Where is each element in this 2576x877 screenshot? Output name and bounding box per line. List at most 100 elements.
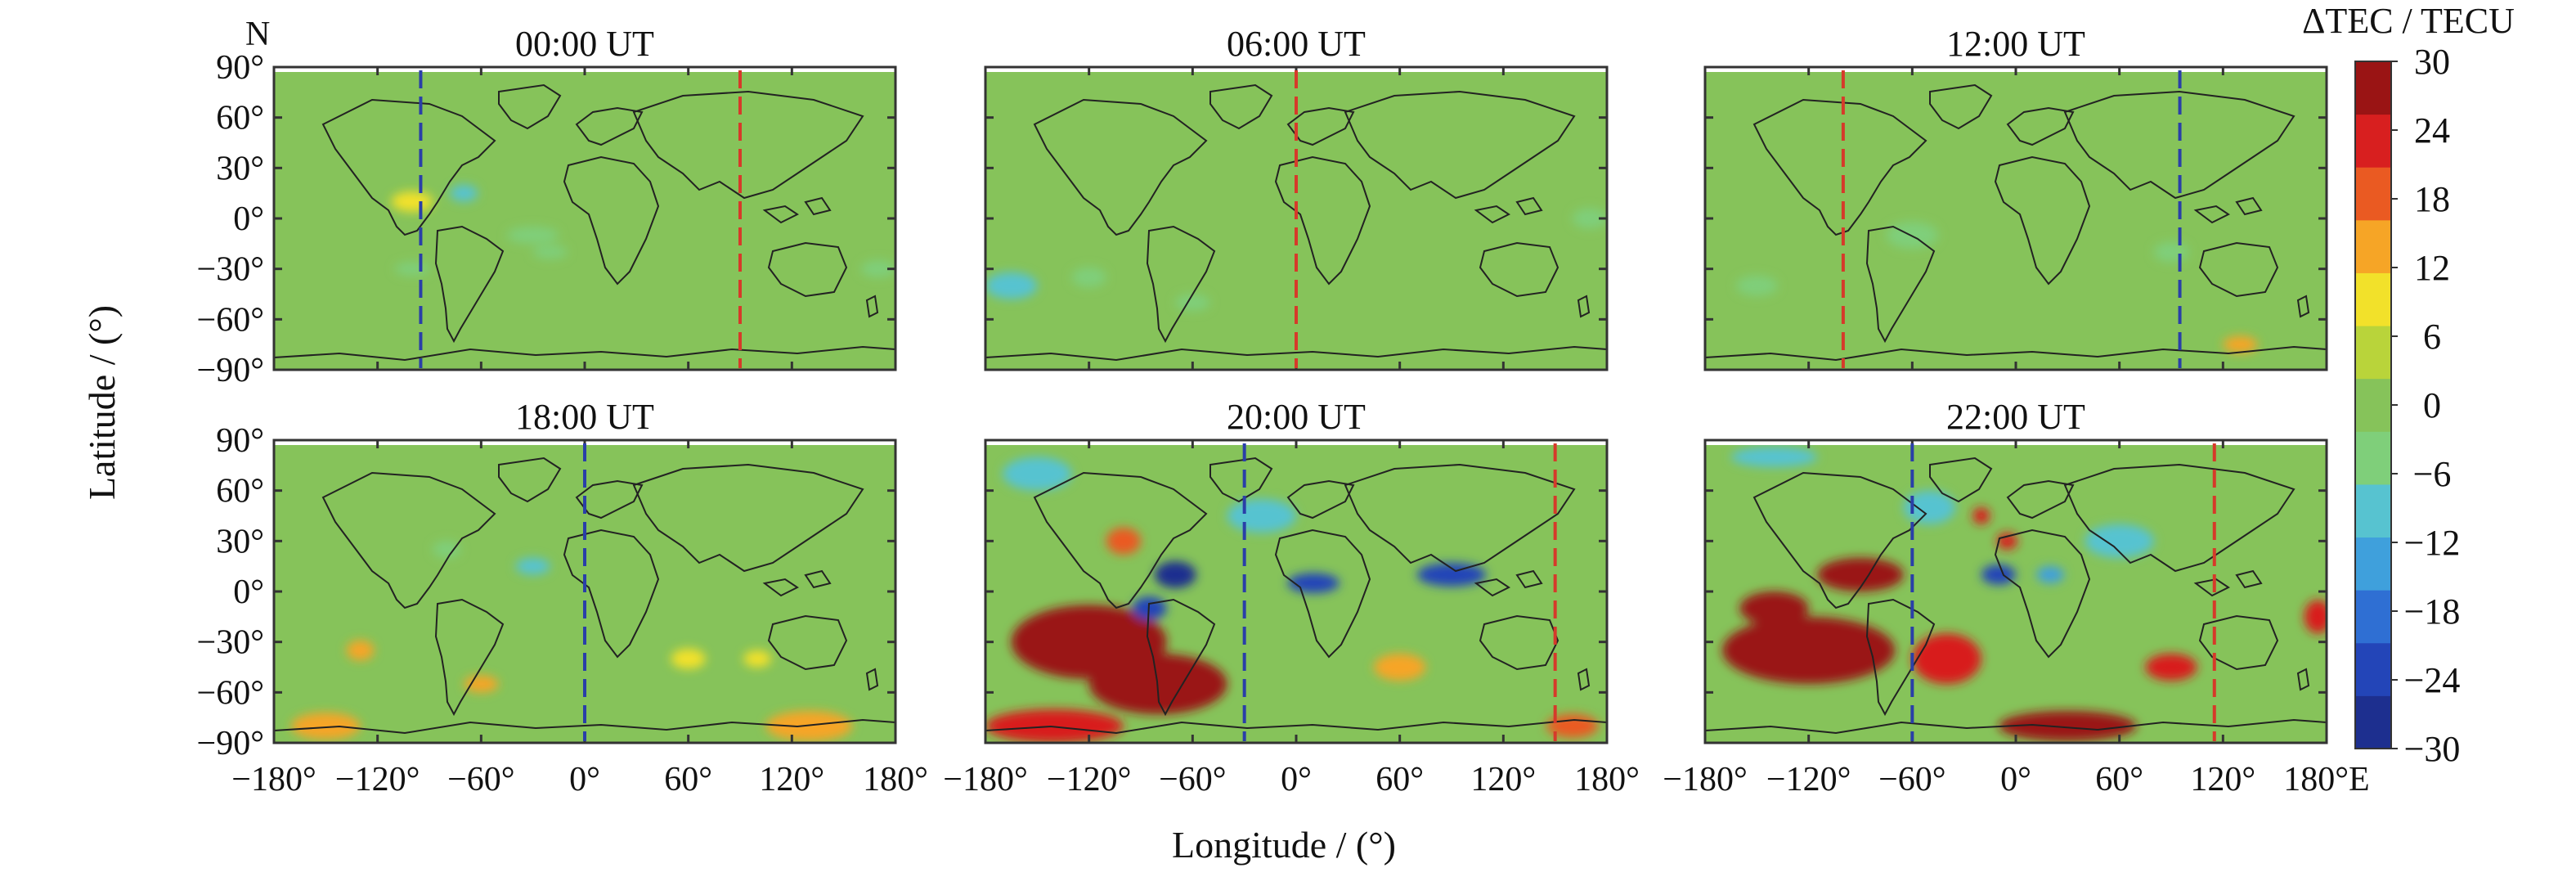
tec-anomaly — [1175, 294, 1210, 312]
colorbar-swatch — [2355, 642, 2391, 696]
tec-anomaly — [346, 640, 375, 661]
colorbar-tick-labels: 30 24 18 12 6 0 −6 −12 −18 −24 −30 — [2391, 42, 2460, 769]
x-tick-label: −120° — [1766, 761, 1851, 798]
tec-anomaly — [1998, 710, 2137, 741]
colorbar-swatch — [2355, 114, 2391, 168]
tec-anomaly — [1730, 447, 1818, 467]
map-background — [274, 67, 895, 370]
panel-3: 18:00 UT 90° 60° 30° 0° −30° −60° −90°−180° −120… — [197, 397, 928, 798]
panel-title: 18:00 UT — [515, 397, 654, 437]
y-tick-label: 60° — [216, 473, 264, 510]
panel-title: 22:00 UT — [1946, 397, 2085, 437]
panel-title: 12:00 UT — [1946, 24, 2085, 64]
colorbar-swatch — [2355, 590, 2391, 644]
y-tick-label: −90° — [197, 352, 264, 389]
tec-anomaly — [860, 260, 895, 277]
tec-anomaly — [1003, 456, 1072, 491]
colorbar-tick-label: 12 — [2414, 248, 2450, 288]
panel-2: 12:00 UT — [1703, 24, 2328, 371]
colorbar-tick-label: 6 — [2423, 317, 2441, 357]
tec-anomaly — [507, 227, 559, 244]
y-tick-label: 0° — [233, 573, 264, 611]
x-tick-label: −180° — [1663, 761, 1747, 798]
tec-anomaly — [2153, 241, 2189, 263]
panel-title: 20:00 UT — [1227, 397, 1366, 437]
colorbar-swatch — [2355, 61, 2391, 115]
y-tick-label: 60° — [216, 100, 264, 137]
y-tick-label: −30° — [197, 251, 264, 289]
tec-anomaly — [1374, 654, 1426, 681]
tec-anomaly — [1071, 267, 1106, 288]
tec-anomalies — [391, 184, 895, 277]
tec-anomalies — [1722, 447, 2327, 741]
panel-5: 22:00 UT −180° −120° −60° 0° 60° 120° 180°E — [1663, 397, 2369, 798]
tec-anomaly — [394, 262, 429, 276]
y-tick-label: −30° — [197, 624, 264, 662]
x-tick-label: 180° — [863, 761, 928, 798]
tec-anomalies — [985, 208, 1607, 312]
x-tick-label: 60° — [1376, 761, 1424, 798]
colorbar-swatch — [2355, 272, 2391, 326]
tec-anomaly — [391, 191, 433, 212]
colorbar-tick-label: −6 — [2413, 454, 2452, 494]
panel-title: 00:00 UT — [515, 24, 654, 64]
tec-anomaly — [1572, 208, 1607, 229]
x-tick-label: −120° — [335, 761, 420, 798]
tec-anomaly — [1154, 561, 1196, 588]
colorbar-tick-label: −30 — [2404, 729, 2461, 769]
x-tick-label: −60° — [1159, 761, 1226, 798]
x-tick-label: −60° — [447, 761, 514, 798]
y-tick-label: 30° — [216, 523, 264, 560]
x-tick-label: −60° — [1878, 761, 1945, 798]
colorbar-tick-label: 0 — [2423, 385, 2441, 425]
x-tick-label: 0° — [1281, 761, 1312, 798]
colorbar-swatch — [2355, 483, 2391, 538]
map-panels: 00:00 UT 90° 60° 30° 0° −30° −60° −90° 06:00 UT 1… — [197, 24, 2370, 798]
tec-anomaly — [1817, 557, 1904, 591]
x-tick-label: 180°E — [2283, 761, 2369, 798]
tec-anomaly — [1981, 564, 2016, 585]
x-tick-label: 60° — [664, 761, 712, 798]
colorbar-swatch — [2355, 167, 2391, 221]
tec-anomaly — [1903, 490, 1956, 524]
colorbar-title: ΔTEC / TECU — [2302, 1, 2515, 41]
tec-anomaly — [1912, 633, 1981, 685]
colorbar-tick-label: −24 — [2404, 660, 2461, 700]
colorbar-swatch — [2355, 326, 2391, 380]
tec-anomaly — [671, 648, 706, 669]
tec-anomaly — [2036, 566, 2065, 583]
y-tick-label: 90° — [216, 422, 264, 460]
tec-anomaly — [2085, 524, 2154, 558]
tec-anomaly — [532, 245, 568, 259]
colorbar-tick-label: 24 — [2414, 110, 2450, 151]
tec-anomaly — [2304, 600, 2327, 634]
x-tick-label: 60° — [2095, 761, 2143, 798]
y-tick-label: −60° — [197, 674, 264, 712]
panel-4: 20:00 UT −180° −120° −60° 0° 60° 120° 180° — [943, 397, 1640, 798]
tec-anomaly — [1106, 527, 1141, 555]
x-tick-label: −180° — [231, 761, 316, 798]
tec-anomaly — [1722, 616, 1896, 685]
x-tick-label: 0° — [2000, 761, 2031, 798]
tec-anomaly — [2145, 654, 2197, 681]
tec-anomaly — [433, 541, 460, 558]
colorbar-tick-label: 18 — [2414, 179, 2450, 219]
tec-anomaly — [1416, 563, 1487, 587]
map-background — [985, 440, 1607, 743]
colorbar-scale — [2354, 61, 2392, 749]
x-tick-label: 120° — [759, 761, 824, 798]
colorbar-tick-label: 30 — [2414, 42, 2450, 82]
tec-anomaly — [2223, 335, 2258, 353]
x-axis-label: Longitude / (°) — [1172, 824, 1396, 866]
x-tick-label: 0° — [569, 761, 600, 798]
tec-anomaly — [515, 557, 550, 575]
panel-0: 00:00 UT 90° 60° 30° 0° −30° −60° −90° — [197, 24, 897, 389]
colorbar-swatch — [2355, 537, 2391, 591]
map-background — [1705, 440, 2327, 743]
tec-anomaly — [985, 272, 1038, 299]
tec-anomaly — [1739, 591, 1809, 626]
x-tick-label: 120° — [1470, 761, 1536, 798]
colorbar-tick-label: −18 — [2404, 591, 2461, 632]
colorbar-swatch — [2355, 219, 2391, 273]
y-tick-label: 30° — [216, 150, 264, 187]
